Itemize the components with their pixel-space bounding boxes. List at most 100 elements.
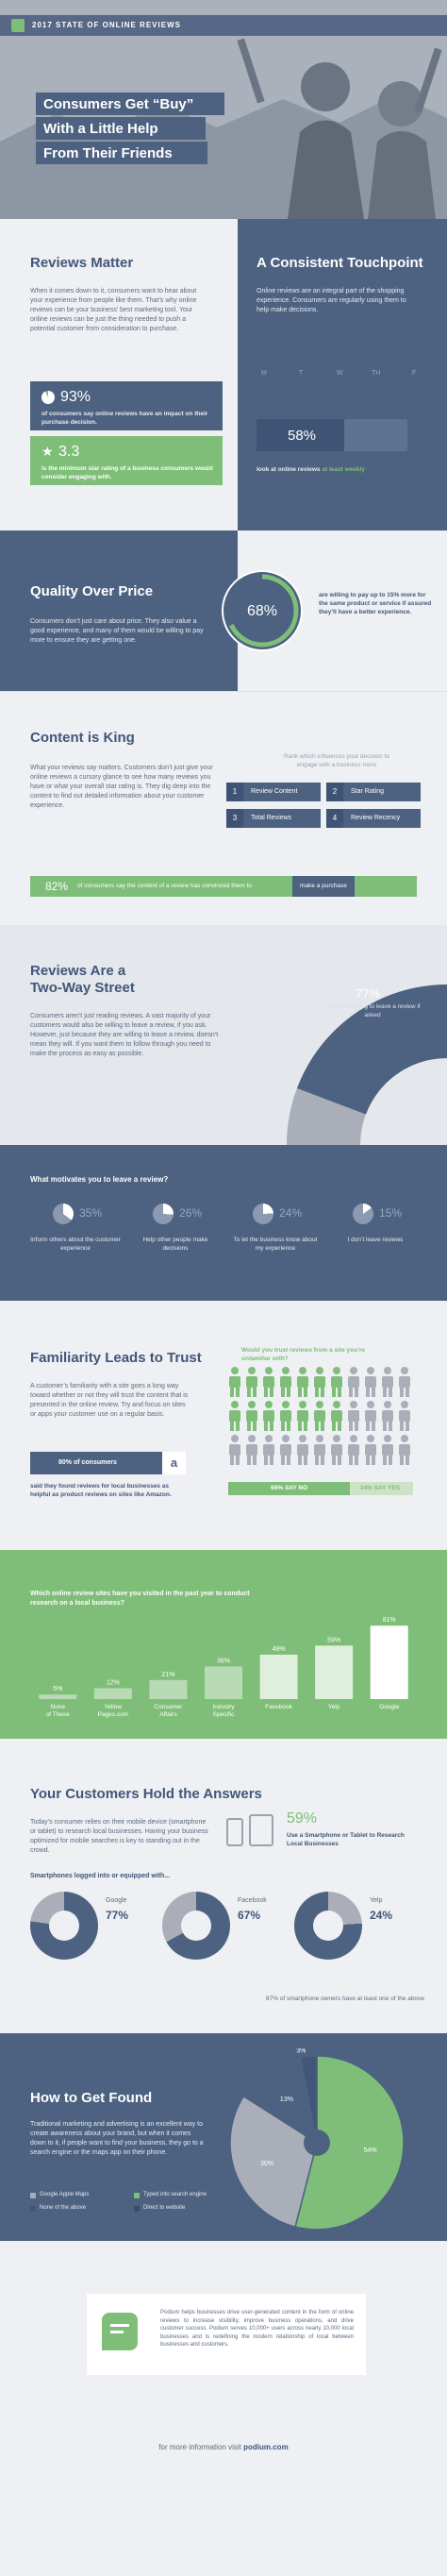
title-line-2: With a Little Help <box>36 117 206 140</box>
person-icon <box>364 1401 377 1431</box>
person-icon <box>245 1401 258 1431</box>
two-way-section: Reviews Are a Two-Way Street Consumers a… <box>0 925 447 1145</box>
person-icon <box>313 1367 326 1397</box>
motivation-text: To let the business know about my experi… <box>233 1237 318 1252</box>
donut-percent: 77% <box>106 1909 129 1922</box>
trust-no: 66% SAY NO <box>228 1482 351 1495</box>
quality-circle: 68% <box>222 570 303 651</box>
pie-slice <box>242 2056 319 2145</box>
quality-percent: 68% <box>247 603 277 619</box>
donut-item: Facebook 67% <box>162 1888 290 1982</box>
person-icon <box>347 1435 360 1465</box>
person-icon <box>381 1367 394 1397</box>
pie-label: 13% <box>280 2096 293 2103</box>
weekly-bar: 58% <box>257 419 407 451</box>
sites-section: Which online review sites have you visit… <box>0 1550 447 1739</box>
podium-link[interactable]: podium.com <box>243 2443 289 2451</box>
donut-item: Yelp 24% <box>294 1888 422 1982</box>
legend-swatch-3 <box>134 2206 140 2212</box>
footer-section: Podium helps businesses drive user-gener… <box>0 2241 447 2576</box>
pie-label: 54% <box>364 2147 377 2154</box>
person-icon <box>398 1367 411 1397</box>
sites-bar <box>205 1666 242 1699</box>
footer-about: Podium helps businesses drive user-gener… <box>160 2310 354 2348</box>
podium-logo-icon <box>102 2313 138 2350</box>
pie-icon <box>41 391 55 404</box>
motivation-item: 24% To let the business know about my exp… <box>230 1202 324 1296</box>
familiarity-body: A customer’s familiarity with a site goe… <box>30 1383 189 1418</box>
motivation-item: 35% Inform others about the customer expe… <box>30 1202 124 1296</box>
two-way-gauge: 77% <box>287 985 447 1145</box>
person-icon <box>296 1367 309 1397</box>
person-icon <box>313 1435 326 1465</box>
quality-section: Quality Over Price Consumers don’t just … <box>0 530 447 691</box>
answers-stat-text: Use a Smartphone or Tablet to Research L… <box>287 1832 405 1847</box>
person-icon <box>296 1435 309 1465</box>
touchpoint-panel: A Consistent Touchpoint Online reviews a… <box>238 219 447 530</box>
donut-chart <box>294 1892 362 1960</box>
sites-bar-chart: 5% None of These 12% Yellow Pages.com 21% Consu… <box>39 1617 408 1718</box>
person-icon <box>279 1367 292 1397</box>
motivation-item: 26% Help other people make decisions <box>130 1202 224 1296</box>
pie-center <box>304 2130 330 2156</box>
stat-93-box: 93% of consumers say online reviews have… <box>30 381 223 430</box>
familiarity-heading: Familiarity Leads to Trust <box>30 1350 202 1366</box>
legend-swatch-0 <box>30 2193 36 2198</box>
sites-bar-label: Facebook <box>265 1704 292 1710</box>
person-icon <box>398 1401 411 1431</box>
footer-card: Podium helps businesses drive user-gener… <box>87 2294 366 2375</box>
found-heading: How to Get Found <box>30 2090 153 2106</box>
found-section: How to Get Found Traditional marketing a… <box>0 2033 447 2241</box>
answers-stat: 59% <box>287 1810 318 1827</box>
donut-item: Google 77% <box>30 1888 157 1982</box>
person-icon <box>347 1367 360 1397</box>
footer-more: for more information visit podium.com <box>158 2443 289 2451</box>
reviews-matter-section: Reviews Matter When it comes down to it,… <box>0 219 447 530</box>
sites-bar-value: 21% <box>161 1672 174 1678</box>
donut-name: Yelp <box>370 1897 383 1904</box>
person-icon <box>228 1435 241 1465</box>
donut-percent: 24% <box>370 1909 393 1922</box>
found-legend: Google Apple Maps Typed into search engi… <box>30 2192 233 2220</box>
familiarity-bar: 80% of consumers a <box>30 1452 186 1474</box>
legend-swatch-2 <box>30 2206 36 2212</box>
donut-name: Google <box>106 1897 127 1904</box>
familiarity-caption: said they found reviews for local busine… <box>30 1483 172 1498</box>
smartphone-icon <box>226 1818 243 1846</box>
person-icon <box>245 1435 258 1465</box>
motivation-section: What motivates you to leave a review? 35… <box>0 1145 447 1301</box>
person-icon <box>381 1435 394 1465</box>
person-icon <box>330 1367 343 1397</box>
sites-bar <box>315 1645 354 1699</box>
pie-slice <box>229 2095 318 2229</box>
person-icon <box>245 1367 258 1397</box>
legend-swatch-1 <box>134 2193 140 2198</box>
sites-question: Which online review sites have you visit… <box>30 1591 250 1607</box>
sites-bar <box>93 1688 132 1699</box>
motivation-text: Inform others about the customer experie… <box>30 1237 121 1252</box>
answers-section: Your Customers Hold the Answers Today’s … <box>0 1739 447 2033</box>
sites-bar-value: 5% <box>53 1686 62 1692</box>
reviews-matter-body: When it comes down to it, consumers want… <box>30 288 197 332</box>
title-line-3: From Their Friends <box>36 142 207 164</box>
person-icon <box>228 1367 241 1397</box>
person-icon <box>330 1435 343 1465</box>
two-way-caption: would be willing to leave a review if as… <box>324 1003 421 1019</box>
sites-bar <box>259 1654 298 1699</box>
pie-label: 3% <box>296 2048 306 2054</box>
quality-heading: Quality Over Price <box>30 583 154 599</box>
motivation-text: Help other people make decisions <box>142 1237 208 1252</box>
person-icon <box>296 1401 309 1431</box>
quality-caption: are willing to pay up to 15% more for th… <box>319 592 432 615</box>
motivation-pie-icon <box>53 1204 74 1224</box>
answers-body: Today’s consumer relies on their mobile … <box>30 1819 208 1854</box>
found-pie: 54% 30% 13% 3% <box>229 2048 405 2231</box>
sites-bar-label: Consumer Affairs <box>154 1704 183 1718</box>
rank-item-2: 2 Star Rating <box>326 783 421 801</box>
motivation-percent: 35% <box>79 1206 103 1220</box>
rank-title: Rank which influences your decision to e… <box>283 753 389 768</box>
quality-body: Consumers don’t just care about price. T… <box>30 618 204 644</box>
motivation-text: I don’t leave reviews <box>347 1237 404 1243</box>
found-body: Traditional marketing and advertising is… <box>30 2121 204 2156</box>
sites-bar <box>370 1625 408 1699</box>
